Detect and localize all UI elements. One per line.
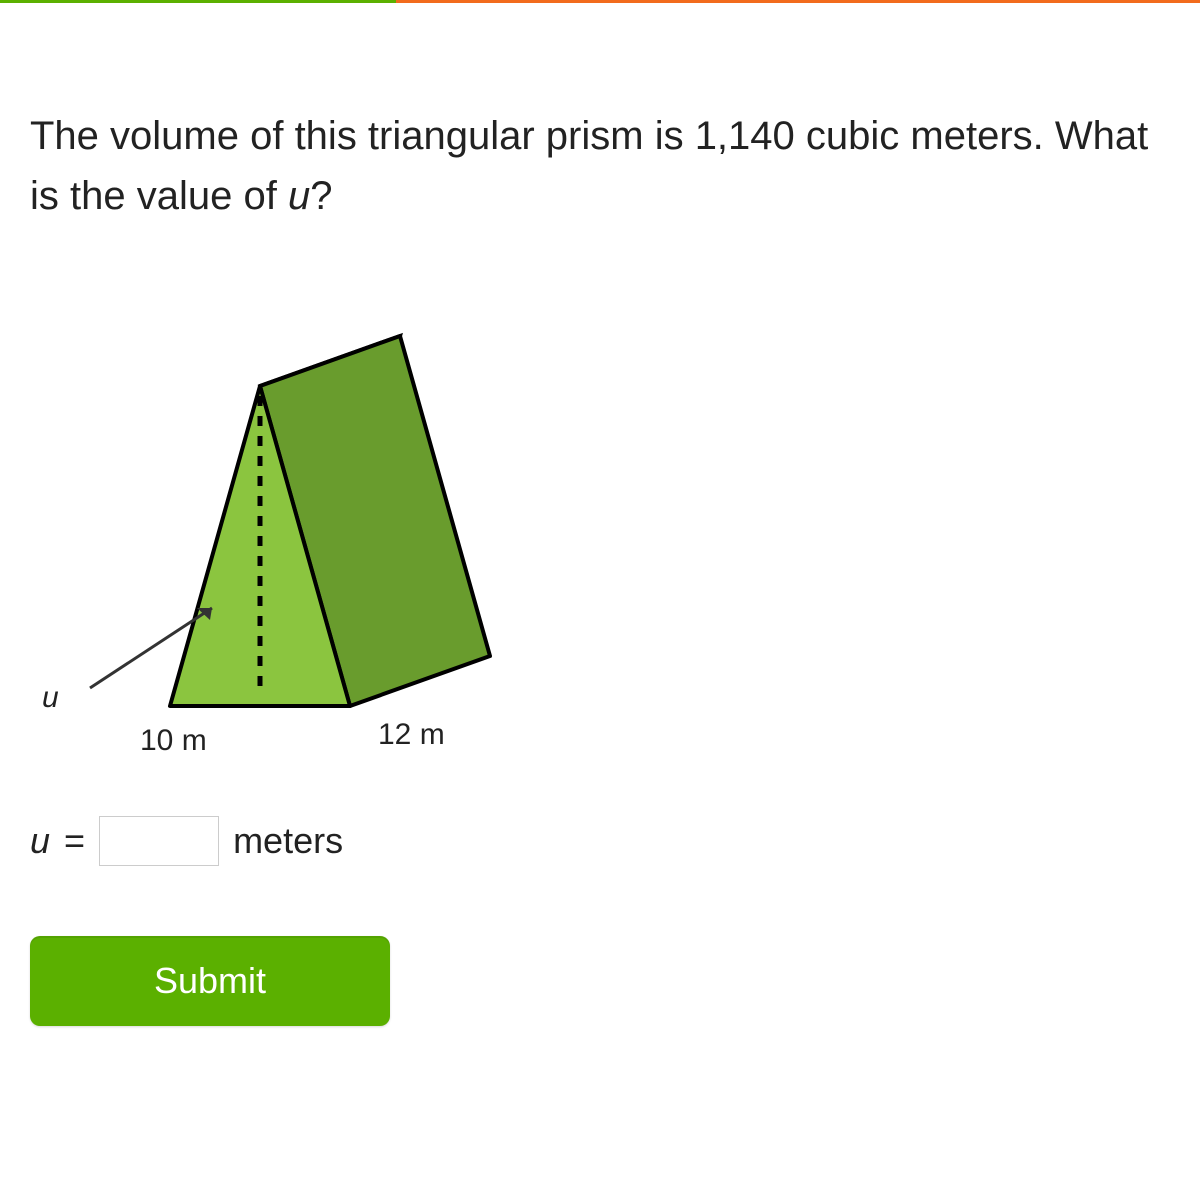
answer-row: u = meters	[30, 816, 1170, 866]
label-u: u	[42, 681, 59, 715]
question-suffix: ?	[310, 174, 332, 218]
label-length: 12 m	[378, 718, 445, 752]
answer-variable: u	[30, 820, 50, 862]
problem-content: The volume of this triangular prism is 1…	[0, 6, 1200, 1056]
answer-input[interactable]	[99, 816, 219, 866]
prism-svg	[30, 286, 550, 756]
question-prefix: The volume of this triangular prism is 1…	[30, 114, 1148, 218]
label-base: 10 m	[140, 724, 207, 758]
submit-button[interactable]: Submit	[30, 936, 390, 1026]
top-accent-bar	[0, 0, 1200, 6]
answer-equals: =	[64, 820, 85, 862]
question-variable: u	[288, 174, 310, 218]
answer-unit: meters	[233, 820, 343, 862]
question-text: The volume of this triangular prism is 1…	[30, 106, 1170, 226]
prism-diagram: u 10 m 12 m	[30, 286, 550, 756]
